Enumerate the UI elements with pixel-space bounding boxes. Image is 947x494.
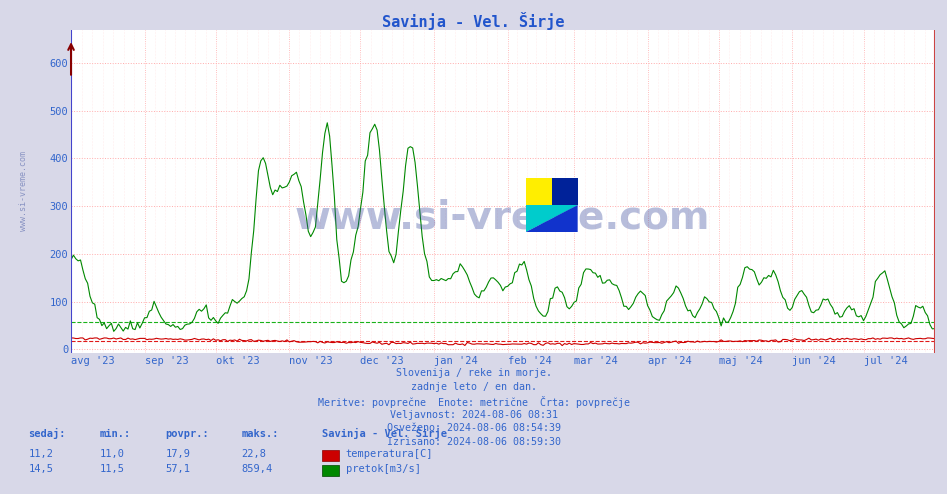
Text: 17,9: 17,9 — [166, 449, 190, 459]
Text: 14,5: 14,5 — [28, 464, 53, 474]
Text: 11,0: 11,0 — [99, 449, 124, 459]
Bar — [552, 178, 578, 205]
Text: sedaj:: sedaj: — [28, 428, 66, 439]
Text: 859,4: 859,4 — [241, 464, 273, 474]
Text: zadnje leto / en dan.: zadnje leto / en dan. — [410, 382, 537, 392]
Text: temperatura[C]: temperatura[C] — [346, 449, 433, 459]
Text: 11,5: 11,5 — [99, 464, 124, 474]
Polygon shape — [526, 205, 578, 232]
Text: Slovenija / reke in morje.: Slovenija / reke in morje. — [396, 368, 551, 378]
Text: Osveženo: 2024-08-06 08:54:39: Osveženo: 2024-08-06 08:54:39 — [386, 423, 561, 433]
Text: Meritve: povprečne  Enote: metrične  Črta: povprečje: Meritve: povprečne Enote: metrične Črta:… — [317, 396, 630, 408]
Text: Savinja - Vel. Širje: Savinja - Vel. Širje — [322, 427, 447, 439]
Text: maks.:: maks.: — [241, 429, 279, 439]
Text: Izrisano: 2024-08-06 08:59:30: Izrisano: 2024-08-06 08:59:30 — [386, 437, 561, 447]
Text: www.si-vreme.com: www.si-vreme.com — [19, 152, 28, 231]
Text: min.:: min.: — [99, 429, 131, 439]
Polygon shape — [526, 205, 578, 232]
Text: www.si-vreme.com: www.si-vreme.com — [295, 198, 710, 236]
Text: 11,2: 11,2 — [28, 449, 53, 459]
Text: 22,8: 22,8 — [241, 449, 266, 459]
Text: Savinja - Vel. Širje: Savinja - Vel. Širje — [383, 12, 564, 30]
Text: povpr.:: povpr.: — [166, 429, 209, 439]
Text: Veljavnost: 2024-08-06 08:31: Veljavnost: 2024-08-06 08:31 — [389, 410, 558, 419]
Bar — [526, 178, 552, 205]
Text: pretok[m3/s]: pretok[m3/s] — [346, 464, 420, 474]
Text: 57,1: 57,1 — [166, 464, 190, 474]
